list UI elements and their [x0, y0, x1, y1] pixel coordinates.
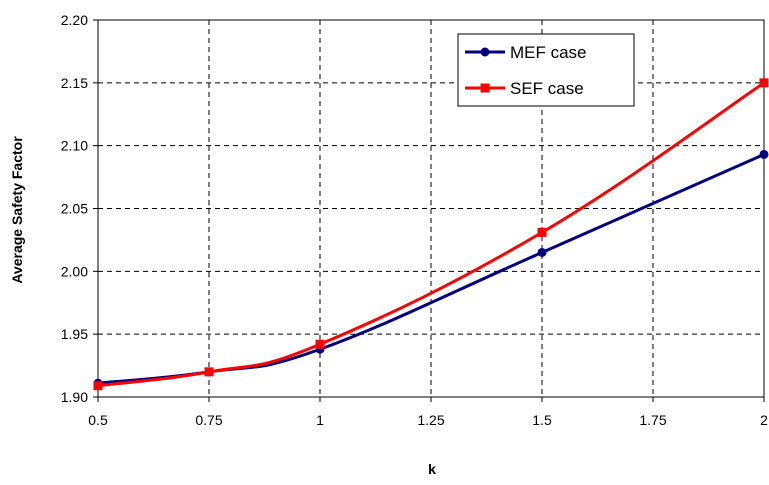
y-tick-label: 1.90: [61, 389, 88, 405]
data-point-square: [315, 339, 325, 349]
y-tick-label: 2.20: [61, 12, 88, 28]
y-axis-ticks: 1.90 1.95 2.00 2.05 2.10 2.15 2.20: [61, 12, 98, 405]
x-tick-label: 1.5: [532, 412, 552, 428]
data-point-circle: [537, 247, 547, 257]
y-tick-label: 1.95: [61, 326, 88, 342]
data-point-square: [537, 227, 547, 237]
y-tick-label: 2.15: [61, 75, 88, 91]
x-tick-label: 1.25: [417, 412, 444, 428]
legend-marker-square: [480, 83, 490, 93]
x-tick-label: 2: [760, 412, 768, 428]
x-tick-label: 1.75: [639, 412, 666, 428]
data-point-square: [759, 78, 769, 88]
y-axis-title: Average Safety Factor: [9, 136, 25, 284]
legend-marker-circle: [480, 47, 490, 57]
x-axis-title: k: [428, 461, 436, 477]
y-tick-label: 2.05: [61, 201, 88, 217]
series-layer: [93, 78, 769, 391]
x-tick-label: 0.75: [195, 412, 222, 428]
x-tick-label: 0.5: [88, 412, 108, 428]
y-tick-label: 2.00: [61, 263, 88, 279]
series-line-2: [97, 81, 765, 388]
y-tick-label: 2.10: [61, 138, 88, 154]
legend-label: MEF case: [510, 43, 587, 62]
legend: MEF case SEF case: [457, 33, 635, 107]
data-point-circle: [759, 149, 769, 159]
data-point-square: [93, 381, 103, 391]
legend-label: SEF case: [510, 79, 584, 98]
gridlines: [98, 20, 764, 397]
legend-box: [457, 33, 635, 107]
data-point-square: [204, 367, 214, 377]
x-axis-ticks: 0.5 0.75 1 1.25 1.5 1.75 2: [88, 397, 768, 428]
x-tick-label: 1: [316, 412, 324, 428]
